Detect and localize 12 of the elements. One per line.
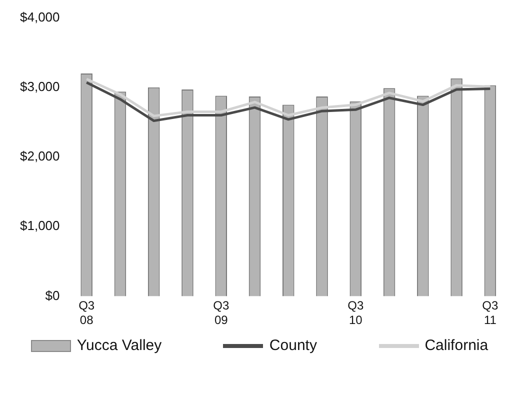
- x-tick-label: Q3 10: [348, 298, 364, 328]
- y-tick-label: $3,000: [20, 78, 60, 94]
- y-tick-label: $2,000: [20, 148, 60, 164]
- y-tick-label: $4,000: [20, 9, 60, 24]
- legend-label: California: [424, 337, 488, 354]
- x-tick-label: Q3 09: [213, 298, 230, 328]
- legend-label: Yucca Valley: [76, 337, 162, 354]
- legend-label: County: [269, 337, 317, 354]
- x-tick-label: Q3 11: [482, 298, 499, 328]
- x-tick-label: Q3 08: [78, 298, 95, 328]
- y-tick-label: $0: [45, 288, 60, 303]
- y-tick-label: $1,000: [20, 218, 60, 234]
